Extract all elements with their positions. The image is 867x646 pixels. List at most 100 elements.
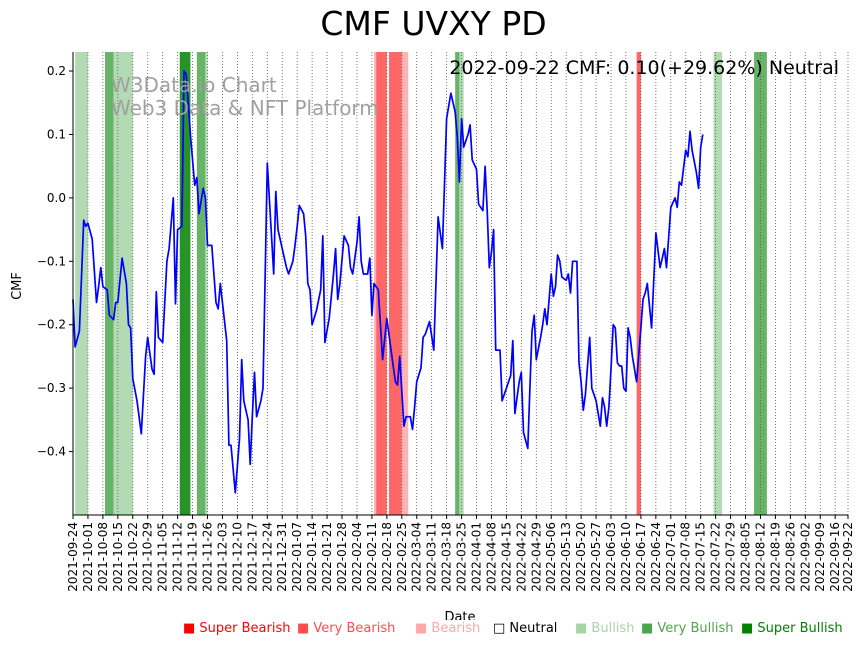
plot-area <box>72 70 704 494</box>
x-tick-label: 2022-05-06 <box>544 522 558 592</box>
x-tick-label: 2022-06-03 <box>604 522 618 592</box>
legend-label: Super Bearish <box>199 621 291 636</box>
band-very-bullish <box>105 52 114 515</box>
legend-marker: ■ <box>297 621 314 636</box>
legend-item-super-bearish: ■ Super Bearish <box>183 621 291 636</box>
chart-title: CMF UVXY PD <box>320 4 547 43</box>
x-axis-label: Date <box>444 610 475 620</box>
x-tick-label: 2022-02-11 <box>365 522 379 592</box>
x-tick-label: 2021-12-17 <box>245 522 259 592</box>
x-tick-label: 2022-04-01 <box>470 522 484 592</box>
x-tick-label: 2022-08-19 <box>768 522 782 592</box>
x-tick-label: 2022-07-15 <box>694 522 708 592</box>
band-super-bullish <box>179 52 191 515</box>
legend-marker: ■ <box>183 621 200 636</box>
x-tick-label: 2022-04-15 <box>499 522 513 592</box>
legend-marker: ■ <box>641 621 658 636</box>
legend-marker: ■ <box>741 621 758 636</box>
band-very-bearish <box>388 52 402 515</box>
band-bullish <box>713 52 723 515</box>
band-very-bullish <box>196 52 206 515</box>
x-tick-label: 2022-01-21 <box>320 522 334 592</box>
band-bullish <box>205 52 208 515</box>
legend-marker: □ <box>493 621 510 636</box>
legend-item-very-bullish: ■ Very Bullish <box>641 621 733 636</box>
legend-item-bearish: ■ Bearish <box>415 621 480 636</box>
band-very-bullish <box>455 52 460 515</box>
x-tick-label: 2021-12-31 <box>275 522 289 592</box>
x-tick-label: 2022-03-04 <box>410 522 424 592</box>
band-very-bearish <box>636 52 641 515</box>
x-tick-label: 2022-09-09 <box>813 522 827 592</box>
legend-item-neutral: □ Neutral <box>493 621 557 636</box>
legend-label: Very Bullish <box>657 621 734 636</box>
y-tick-label: 0.0 <box>47 191 66 205</box>
cmf-series-line <box>72 70 704 494</box>
x-tick-label: 2022-03-18 <box>440 522 454 592</box>
x-tick-label: 2021-12-03 <box>215 522 229 592</box>
x-tick-label: 2021-11-19 <box>186 522 200 592</box>
x-tick-label: 2022-02-25 <box>395 522 409 592</box>
x-tick-label: 2021-10-29 <box>141 522 155 592</box>
legend-label: Super Bullish <box>757 621 843 636</box>
band-very-bearish <box>376 52 387 515</box>
legend-item-very-bearish: ■ Very Bearish <box>297 621 395 636</box>
band-bullish <box>113 52 133 515</box>
x-tick-label: 2022-06-24 <box>649 522 663 592</box>
x-tick-label: 2021-10-15 <box>111 522 125 592</box>
x-tick-label: 2022-01-28 <box>335 522 349 592</box>
x-tick-label: 2022-02-18 <box>380 522 394 592</box>
x-tick-label: 2022-09-02 <box>798 522 812 592</box>
x-tick-label: 2022-05-20 <box>574 522 588 592</box>
sentiment-legend: ■ Super Bearish ■ Very Bearish ■ Bearish □ … <box>183 621 863 639</box>
x-tick-label: 2022-02-04 <box>350 522 364 592</box>
y-tick-label: 0.1 <box>47 127 66 141</box>
band-bearish <box>374 52 377 515</box>
x-tick-label: 2022-08-26 <box>783 522 797 592</box>
x-tick-label: 2021-11-12 <box>171 522 185 592</box>
y-tick-label: −0.4 <box>37 445 66 459</box>
x-tick-label: 2021-10-08 <box>96 522 110 592</box>
x-tick-label: 2022-01-14 <box>305 522 319 592</box>
legend-item-super-bullish: ■ Super Bullish <box>741 621 843 636</box>
x-tick-label: 2022-09-22 <box>841 522 855 592</box>
x-tick-label: 2022-05-13 <box>559 522 573 592</box>
x-tick-label: 2022-05-27 <box>589 522 603 592</box>
legend-label: Neutral <box>509 621 558 636</box>
cmf-annotation: 2022-09-22 CMF: 0.10(+29.62%) Neutral <box>449 57 839 79</box>
x-tick-label: 2022-07-29 <box>724 522 738 592</box>
y-axis-label: CMF <box>10 272 25 300</box>
x-tick-label: 2021-11-05 <box>156 522 170 592</box>
watermark-line-1: W3Data.io Chart <box>111 73 277 97</box>
x-tick-label: 2021-10-01 <box>81 522 95 592</box>
x-tick-label: 2022-01-07 <box>290 522 304 592</box>
band-bearish <box>401 52 409 515</box>
y-tick-label: −0.2 <box>37 318 66 332</box>
sentiment-bands <box>75 52 767 515</box>
y-tick-label: 0.2 <box>47 64 66 78</box>
legend-label: Very Bearish <box>313 621 396 636</box>
x-tick-label: 2021-09-24 <box>66 522 80 592</box>
x-tick-label: 2022-07-01 <box>664 522 678 592</box>
legend-marker: ■ <box>575 621 592 636</box>
x-tick-label: 2022-04-29 <box>529 522 543 592</box>
y-tick-label: −0.1 <box>37 254 66 268</box>
x-tick-label: 2022-08-05 <box>739 522 753 592</box>
x-tick-label: 2021-12-24 <box>260 522 274 592</box>
x-tick-label: 2022-03-25 <box>455 522 469 592</box>
legend-label: Bullish <box>591 621 635 636</box>
x-tick-label: 2021-10-22 <box>126 522 140 592</box>
legend-marker: ■ <box>415 621 432 636</box>
watermark-line-2: Web3 Data & NFT Platform <box>111 96 379 120</box>
x-tick-label: 2021-12-10 <box>230 522 244 592</box>
y-tick-label: −0.3 <box>37 381 66 395</box>
x-tick-label: 2022-04-22 <box>514 522 528 592</box>
x-tick-label: 2022-09-16 <box>828 522 842 592</box>
x-tick-label: 2022-07-22 <box>709 522 723 592</box>
legend-item-bullish: ■ Bullish <box>575 621 634 636</box>
legend-label: Bearish <box>431 621 481 636</box>
grid-lines <box>72 52 849 515</box>
x-tick-label: 2021-11-26 <box>201 522 215 592</box>
